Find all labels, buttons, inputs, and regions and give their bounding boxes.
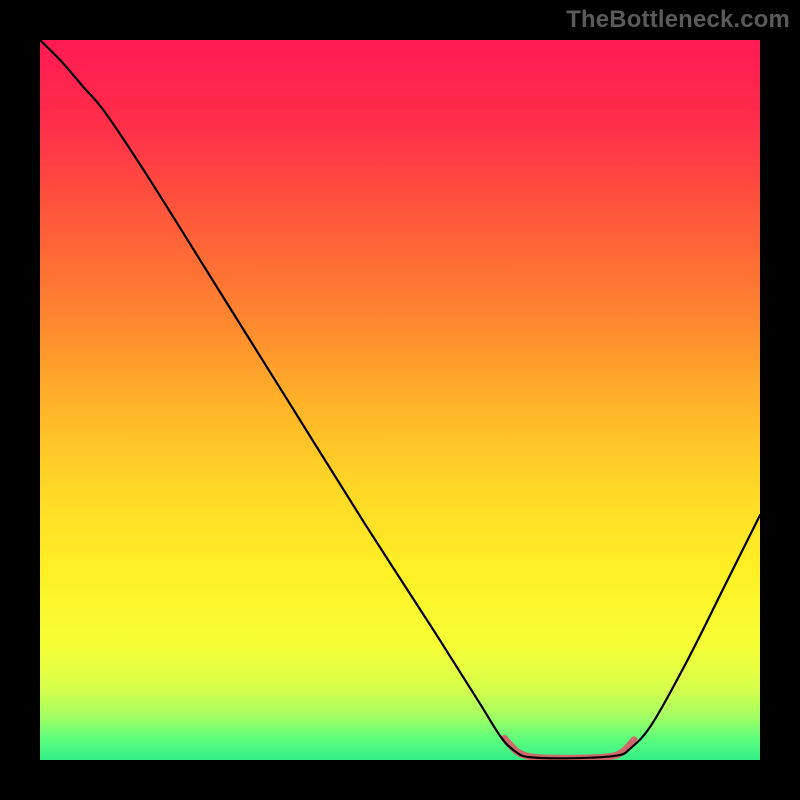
bottleneck-curve-chart [0,0,800,800]
gradient-background [40,40,760,760]
watermark-text: TheBottleneck.com [566,6,790,34]
chart-container: TheBottleneck.com [0,0,800,800]
